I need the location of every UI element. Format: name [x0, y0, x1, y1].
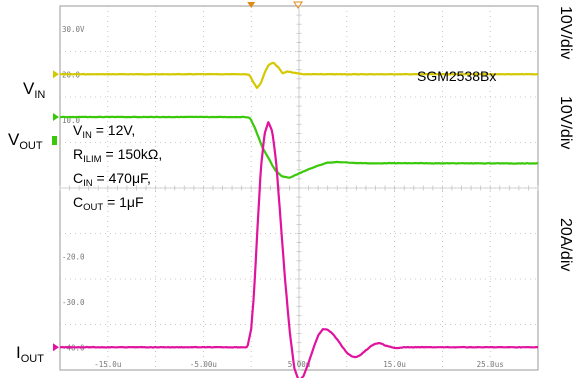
- cond-cin-subscript: IN: [83, 178, 93, 189]
- waveform-traces: [59, 61, 539, 378]
- trace-ch2: [59, 115, 539, 179]
- y-tick-label: -20.0: [62, 252, 85, 261]
- x-tick-label: 15.0u: [383, 360, 406, 369]
- cond-cin-symbol: C: [73, 170, 84, 186]
- test-conditions: VIN = 12V, RILIM = 150kΩ, CIN = 470μF, C…: [73, 121, 162, 217]
- y-tick-label: 30.0V: [62, 25, 85, 34]
- ch2-level-marker: [53, 113, 59, 122]
- x-tick-label: 5.00u: [288, 360, 311, 369]
- cond-vin-subscript: IN: [82, 130, 92, 141]
- condition-vin: VIN = 12V,: [73, 121, 162, 145]
- trace-ch3: [59, 121, 539, 378]
- channel-markers: [52, 1, 303, 352]
- graticule: [59, 5, 539, 371]
- condition-cin: CIN = 470μF,: [73, 169, 162, 193]
- cond-vin-value: = 12V,: [91, 122, 136, 138]
- ch3-level-marker: [53, 343, 59, 352]
- cond-cout-subscript: OUT: [83, 202, 104, 213]
- cond-rilim-value: = 150kΩ,: [101, 146, 163, 162]
- cond-rilim-symbol: R: [73, 146, 84, 162]
- x-tick-label: -5.00u: [190, 360, 217, 369]
- cond-cin-value: = 470μF,: [92, 170, 151, 186]
- ch2-offset-marker: [52, 136, 57, 145]
- cursor-marker: [293, 1, 303, 9]
- trace-ch1: [59, 61, 539, 90]
- vin-label-symbol: V: [23, 79, 35, 98]
- iout-channel-label: IOUT: [16, 343, 44, 365]
- cond-rilim-subscript: ILIM: [83, 154, 102, 165]
- y-tick-label: -30.0: [62, 298, 85, 307]
- scale-label-ch1: 10V/div: [557, 6, 574, 60]
- trigger-position-marker: [247, 2, 256, 8]
- iout-label-subscript: OUT: [20, 353, 44, 365]
- y-tick-label: 10.0: [62, 116, 81, 125]
- iout-label-symbol: I: [16, 343, 21, 362]
- vout-label-symbol: V: [8, 130, 20, 149]
- condition-cout: COUT = 1μF: [73, 193, 162, 217]
- condition-rilim: RILIM = 150kΩ,: [73, 145, 162, 169]
- vout-label-subscript: OUT: [19, 140, 43, 152]
- part-number: SGM2538Bx: [417, 68, 497, 84]
- scale-label-ch2: 10V/div: [557, 96, 574, 150]
- scale-label-ch3: 20A/div: [557, 218, 574, 272]
- vin-channel-label: VIN: [23, 79, 45, 101]
- cond-cout-symbol: C: [73, 194, 84, 210]
- cond-cout-value: = 1μF: [103, 194, 144, 210]
- vout-channel-label: VOUT: [8, 130, 43, 152]
- x-tick-label: -15.0u: [94, 360, 121, 369]
- ch1-level-marker: [53, 70, 59, 79]
- vin-label-subscript: IN: [34, 89, 46, 101]
- cond-vin-symbol: V: [73, 122, 83, 138]
- x-tick-label: 25.0us: [477, 360, 504, 369]
